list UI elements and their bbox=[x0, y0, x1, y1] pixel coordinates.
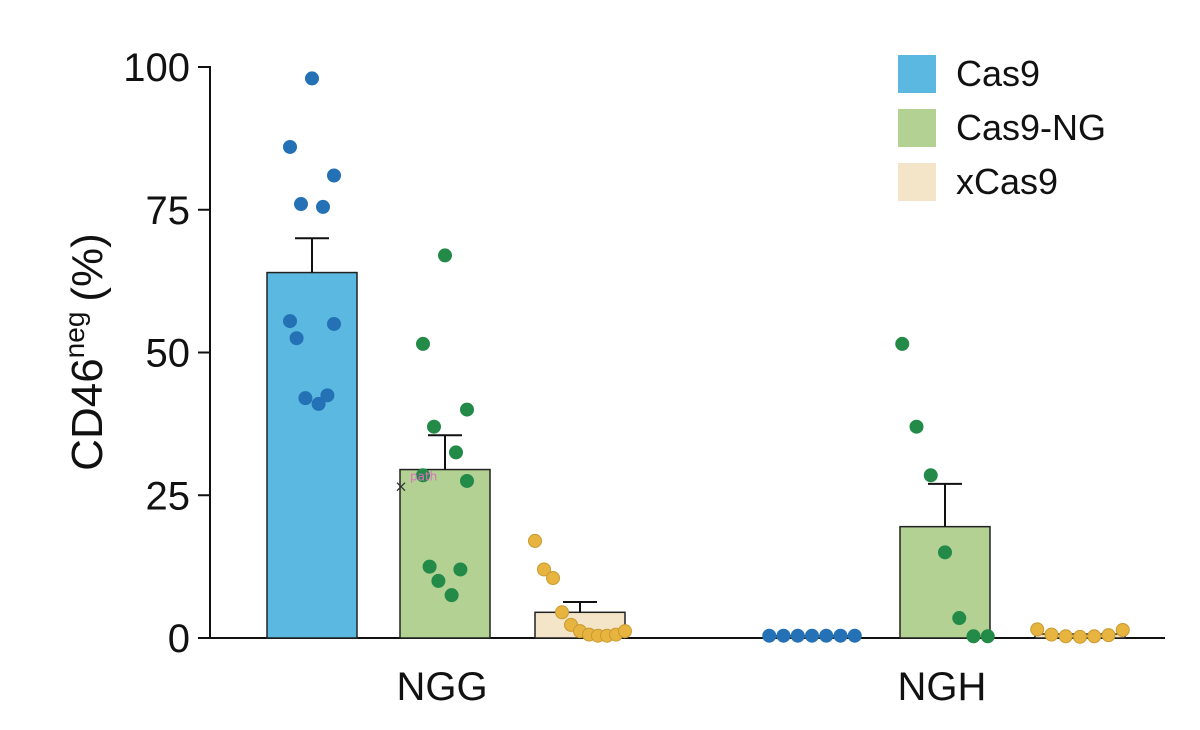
data-point-cas9-ng bbox=[952, 611, 967, 626]
data-point-cas9-ng bbox=[966, 629, 981, 644]
data-point-xcas9 bbox=[1115, 623, 1130, 638]
y-tick-label: 25 bbox=[146, 474, 191, 518]
annotation-label: path bbox=[410, 470, 437, 484]
data-point-cas9-ng bbox=[460, 473, 474, 488]
data-point-cas9 bbox=[847, 628, 862, 643]
data-point-cas9-ng bbox=[427, 419, 441, 434]
annotation: path bbox=[396, 470, 437, 492]
legend: Cas9 Cas9-NG xCas9 bbox=[898, 53, 1106, 202]
data-point-xcas9 bbox=[1058, 629, 1073, 644]
data-point-xcas9 bbox=[537, 562, 551, 577]
data-point-cas9-ng bbox=[923, 468, 938, 483]
data-point-cas9 bbox=[327, 316, 341, 331]
data-points bbox=[283, 71, 1130, 644]
data-point-cas9-ng bbox=[416, 336, 430, 351]
bar-cas9-ng-ngh bbox=[899, 525, 991, 639]
data-point-cas9-ng bbox=[422, 559, 437, 574]
data-point-cas9 bbox=[327, 168, 341, 183]
y-tick-label: 75 bbox=[146, 189, 191, 233]
data-point-cas9-ng bbox=[453, 562, 468, 577]
data-point-cas9-ng bbox=[938, 545, 952, 560]
data-point-xcas9 bbox=[1101, 628, 1116, 643]
legend-swatch-cas9 bbox=[898, 55, 936, 93]
data-point-cas9-ng bbox=[460, 402, 474, 417]
bar-cas9-ng-ngg bbox=[399, 468, 491, 639]
annotation-marker bbox=[396, 482, 406, 492]
data-point-cas9 bbox=[833, 628, 848, 643]
data-point-cas9 bbox=[316, 199, 330, 214]
x-category-label: NGH bbox=[898, 665, 987, 709]
legend-label-cas9-ng: Cas9-NG bbox=[956, 107, 1106, 148]
data-point-cas9-ng bbox=[909, 419, 924, 434]
data-point-xcas9 bbox=[618, 624, 632, 639]
data-point-xcas9 bbox=[555, 605, 569, 620]
legend-label-cas9: Cas9 bbox=[956, 53, 1040, 94]
data-point-xcas9 bbox=[528, 533, 542, 548]
data-point-cas9-ng bbox=[449, 445, 463, 460]
data-point-xcas9 bbox=[1087, 629, 1102, 644]
y-axis-label-main: CD46 bbox=[63, 358, 112, 471]
data-point-cas9 bbox=[819, 628, 834, 643]
y-axis-label-unit: (%) bbox=[63, 233, 112, 301]
data-point-cas9-ng bbox=[431, 573, 446, 588]
data-point-xcas9 bbox=[1044, 627, 1059, 642]
y-tick-label: 0 bbox=[168, 617, 190, 661]
data-point-cas9-ng bbox=[980, 629, 995, 644]
data-point-cas9 bbox=[283, 139, 297, 154]
x-category-label: NGG bbox=[396, 665, 487, 709]
y-tick-label: 100 bbox=[123, 46, 190, 90]
data-point-cas9 bbox=[294, 197, 308, 212]
y-axis-label-sup: neg bbox=[59, 312, 90, 359]
data-point-cas9 bbox=[790, 628, 805, 643]
data-point-cas9 bbox=[283, 314, 297, 329]
data-point-cas9 bbox=[762, 628, 777, 643]
legend-swatch-xcas9 bbox=[898, 163, 936, 201]
y-tick-label: 50 bbox=[146, 332, 191, 376]
data-point-xcas9 bbox=[1030, 622, 1045, 637]
data-point-xcas9 bbox=[546, 571, 560, 586]
legend-label-xcas9: xCas9 bbox=[956, 161, 1058, 202]
data-point-cas9 bbox=[305, 71, 319, 86]
data-point-cas9 bbox=[311, 396, 326, 411]
bars bbox=[266, 271, 1126, 639]
legend-swatch-cas9-ng bbox=[898, 109, 936, 147]
bar-cas9-ngg bbox=[266, 271, 358, 639]
data-point-cas9 bbox=[805, 628, 819, 643]
data-point-xcas9 bbox=[1073, 629, 1087, 644]
data-point-cas9-ng bbox=[444, 588, 459, 603]
error-bars bbox=[295, 237, 962, 613]
data-point-cas9 bbox=[320, 388, 335, 403]
data-point-cas9 bbox=[289, 331, 304, 346]
data-point-cas9 bbox=[776, 628, 791, 643]
axes: 0 25 50 75 100 NGG NGH bbox=[123, 46, 1165, 709]
data-point-cas9 bbox=[298, 391, 313, 406]
data-point-cas9-ng bbox=[416, 468, 430, 483]
data-point-cas9-ng bbox=[438, 248, 452, 263]
y-axis-label: CD46neg (%) bbox=[59, 233, 112, 471]
data-point-cas9-ng bbox=[895, 336, 910, 351]
